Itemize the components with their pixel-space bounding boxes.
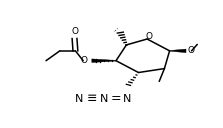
Text: ≡: ≡: [87, 92, 97, 105]
Text: O: O: [187, 46, 194, 55]
Text: N: N: [75, 94, 83, 104]
Text: O: O: [71, 27, 78, 36]
Text: O: O: [145, 32, 152, 41]
Text: N: N: [100, 94, 108, 104]
Text: =: =: [111, 92, 121, 105]
Polygon shape: [169, 49, 186, 53]
Text: ···: ···: [112, 25, 121, 34]
Text: O: O: [81, 56, 88, 65]
Text: N: N: [123, 94, 131, 104]
Polygon shape: [92, 59, 116, 62]
